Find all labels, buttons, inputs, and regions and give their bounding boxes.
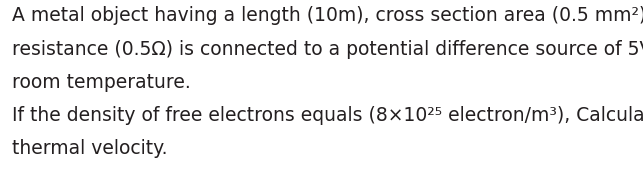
Text: resistance (0.5Ω) is connected to a potential difference source of 5V at: resistance (0.5Ω) is connected to a pote… <box>12 40 643 59</box>
Text: A metal object having a length (10m), cross section area (0.5 mm²), and: A metal object having a length (10m), cr… <box>12 6 643 25</box>
Text: If the density of free electrons equals (8×10²⁵ electron/m³), Calculate the: If the density of free electrons equals … <box>12 106 643 125</box>
Text: room temperature.: room temperature. <box>12 73 190 92</box>
Text: thermal velocity.: thermal velocity. <box>12 139 167 158</box>
